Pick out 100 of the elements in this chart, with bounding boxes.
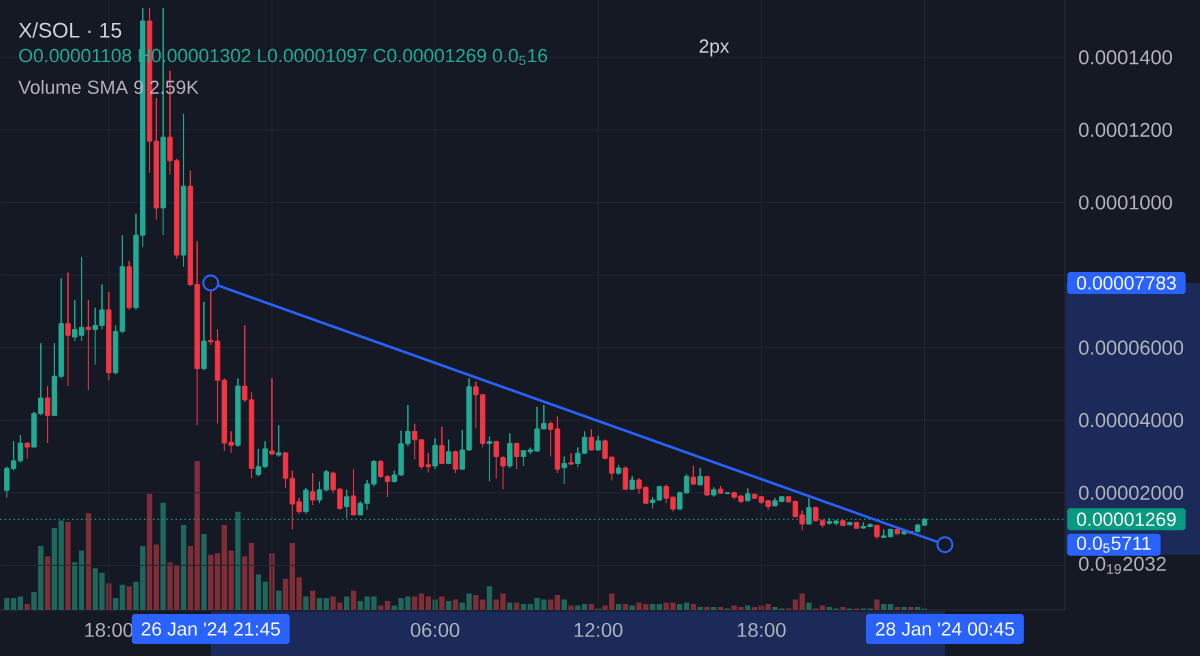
candlestick bbox=[751, 493, 758, 500]
bar bbox=[323, 598, 329, 610]
bar bbox=[235, 511, 241, 610]
y-tick-label: 0.00006000 bbox=[1079, 340, 1184, 355]
bar bbox=[581, 604, 588, 610]
candlestick bbox=[24, 442, 30, 460]
bar bbox=[303, 596, 309, 610]
candlestick bbox=[44, 385, 51, 444]
bar bbox=[85, 513, 92, 610]
bar bbox=[908, 607, 914, 610]
bar bbox=[717, 607, 724, 610]
bar bbox=[112, 598, 119, 610]
candlestick bbox=[377, 459, 384, 479]
bar bbox=[704, 607, 710, 610]
candlestick bbox=[547, 421, 554, 457]
candlestick bbox=[486, 436, 493, 483]
candlestick bbox=[717, 485, 724, 495]
candlestick bbox=[649, 496, 656, 509]
candlestick bbox=[629, 475, 635, 491]
candlestick bbox=[806, 497, 812, 526]
candlestick bbox=[106, 291, 112, 381]
bar bbox=[344, 596, 350, 610]
bar bbox=[554, 595, 561, 610]
candlestick bbox=[840, 519, 846, 527]
candlestick bbox=[276, 424, 282, 458]
bar bbox=[282, 578, 289, 610]
y-tick-label: 0.00002000 bbox=[1079, 485, 1184, 500]
bar bbox=[194, 460, 200, 610]
candlestick bbox=[677, 491, 683, 511]
bar bbox=[887, 604, 894, 610]
bar bbox=[568, 605, 574, 610]
bar bbox=[915, 607, 921, 610]
bar bbox=[208, 554, 214, 610]
candlestick bbox=[704, 475, 710, 497]
candlestick bbox=[235, 377, 241, 448]
bar bbox=[153, 544, 160, 610]
bar bbox=[445, 601, 452, 610]
candlestick bbox=[697, 467, 703, 487]
bar bbox=[751, 607, 758, 610]
candlestick bbox=[847, 521, 853, 526]
bar bbox=[418, 593, 425, 610]
bar bbox=[276, 590, 282, 610]
candlestick bbox=[432, 437, 438, 470]
candlestick bbox=[588, 428, 595, 452]
bar bbox=[92, 568, 98, 610]
x-tick-label: 18:00 bbox=[85, 622, 133, 638]
bar bbox=[615, 604, 622, 610]
candlestick bbox=[493, 440, 499, 479]
bar bbox=[711, 607, 717, 610]
candlestick bbox=[595, 435, 601, 452]
bar bbox=[255, 574, 262, 610]
bar bbox=[622, 604, 629, 610]
bar bbox=[806, 602, 812, 610]
candlestick bbox=[201, 301, 207, 371]
candlestick bbox=[51, 342, 58, 416]
candlestick bbox=[711, 486, 717, 498]
y-tick-label: 0.0001400 bbox=[1079, 50, 1172, 65]
candlestick bbox=[785, 495, 792, 504]
bar bbox=[690, 604, 697, 610]
candlestick bbox=[153, 97, 160, 221]
candlestick bbox=[745, 487, 751, 502]
text: 28 Jan '24 00:45 bbox=[875, 622, 1015, 636]
bar bbox=[881, 604, 887, 610]
x-tick-label: 12:00 bbox=[574, 622, 623, 638]
candlestick bbox=[439, 426, 445, 465]
bar bbox=[486, 586, 493, 610]
bar bbox=[439, 596, 445, 610]
x-tick-label: 18:00 bbox=[737, 622, 786, 638]
bar bbox=[677, 604, 683, 610]
bar bbox=[330, 596, 336, 610]
bar bbox=[649, 604, 656, 610]
candlestick bbox=[445, 439, 452, 465]
bar bbox=[248, 542, 255, 610]
candlestick bbox=[17, 434, 24, 464]
bar bbox=[44, 556, 51, 610]
bar bbox=[99, 572, 105, 610]
text: 0.0$_{5}$5711 bbox=[1077, 536, 1151, 553]
bar bbox=[357, 601, 363, 610]
bar bbox=[840, 607, 846, 610]
candlestick bbox=[344, 489, 350, 519]
text: 26 Jan '24 21:45 bbox=[141, 622, 280, 636]
bar bbox=[201, 533, 207, 610]
bar bbox=[656, 604, 663, 610]
bar bbox=[310, 590, 316, 610]
candlestick bbox=[554, 416, 561, 474]
bar bbox=[126, 586, 132, 610]
text: X/SOL · 15 bbox=[18, 22, 122, 38]
candlestick bbox=[126, 260, 132, 311]
candlestick bbox=[874, 524, 880, 540]
y-tick-label: 0.0001200 bbox=[1079, 122, 1172, 137]
candlestick bbox=[683, 473, 690, 495]
candlestick bbox=[853, 521, 860, 530]
candlestick bbox=[656, 485, 663, 502]
bar bbox=[72, 562, 78, 610]
candlestick bbox=[615, 464, 622, 476]
candlestick bbox=[568, 452, 574, 466]
bar bbox=[425, 596, 431, 610]
bar bbox=[411, 596, 418, 610]
candlestick bbox=[119, 234, 126, 334]
bar bbox=[17, 596, 24, 610]
